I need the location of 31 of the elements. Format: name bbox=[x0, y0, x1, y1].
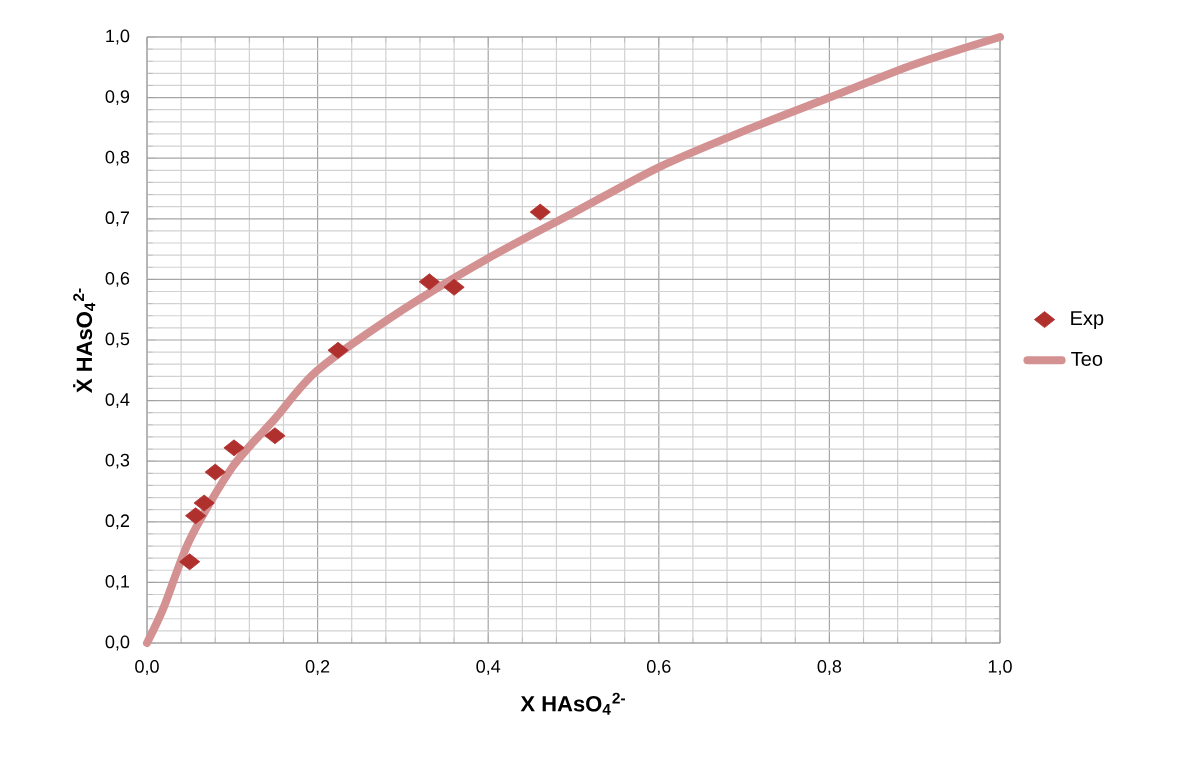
y-tick-label: 0,3 bbox=[105, 453, 130, 469]
y-tick-label: 0,5 bbox=[105, 332, 130, 348]
point bbox=[223, 439, 245, 457]
y-axis-title: Ẋ HAsO$_{4}$2- bbox=[73, 288, 96, 393]
x-tick-label: 0,4 bbox=[476, 660, 501, 675]
x-tick-label: 0,6 bbox=[646, 660, 671, 675]
legend-label: Exp bbox=[1071, 311, 1104, 330]
x-tick-label: 1,0 bbox=[988, 660, 1012, 675]
point bbox=[443, 278, 465, 296]
x-tick-label: 0,8 bbox=[817, 660, 842, 675]
y-tick-label: 0,0 bbox=[105, 635, 130, 651]
point bbox=[193, 494, 215, 512]
y-tick-label: 0,7 bbox=[105, 211, 130, 227]
legend-label: Teo bbox=[1071, 351, 1103, 366]
point bbox=[264, 427, 286, 445]
y-tick-label: 0,9 bbox=[105, 90, 130, 106]
point bbox=[204, 463, 226, 481]
y-tick-label: 0,1 bbox=[105, 574, 130, 590]
point bbox=[327, 341, 349, 359]
point bbox=[418, 273, 440, 291]
y-tick-label: 0,2 bbox=[105, 514, 130, 530]
y-tick-label: 0,6 bbox=[105, 271, 130, 287]
y-tick-label: 0,4 bbox=[105, 393, 130, 409]
point bbox=[529, 203, 551, 221]
y-tick-label: 0,8 bbox=[105, 150, 130, 166]
x-tick-label: 0,0 bbox=[135, 660, 159, 675]
point bbox=[185, 507, 207, 525]
point bbox=[179, 553, 201, 571]
x-tick-label: 0,2 bbox=[305, 660, 330, 675]
y-tick-label: 1,0 bbox=[106, 29, 130, 45]
x-axis-title: X HAsO$_{4}$2- bbox=[520, 692, 625, 715]
